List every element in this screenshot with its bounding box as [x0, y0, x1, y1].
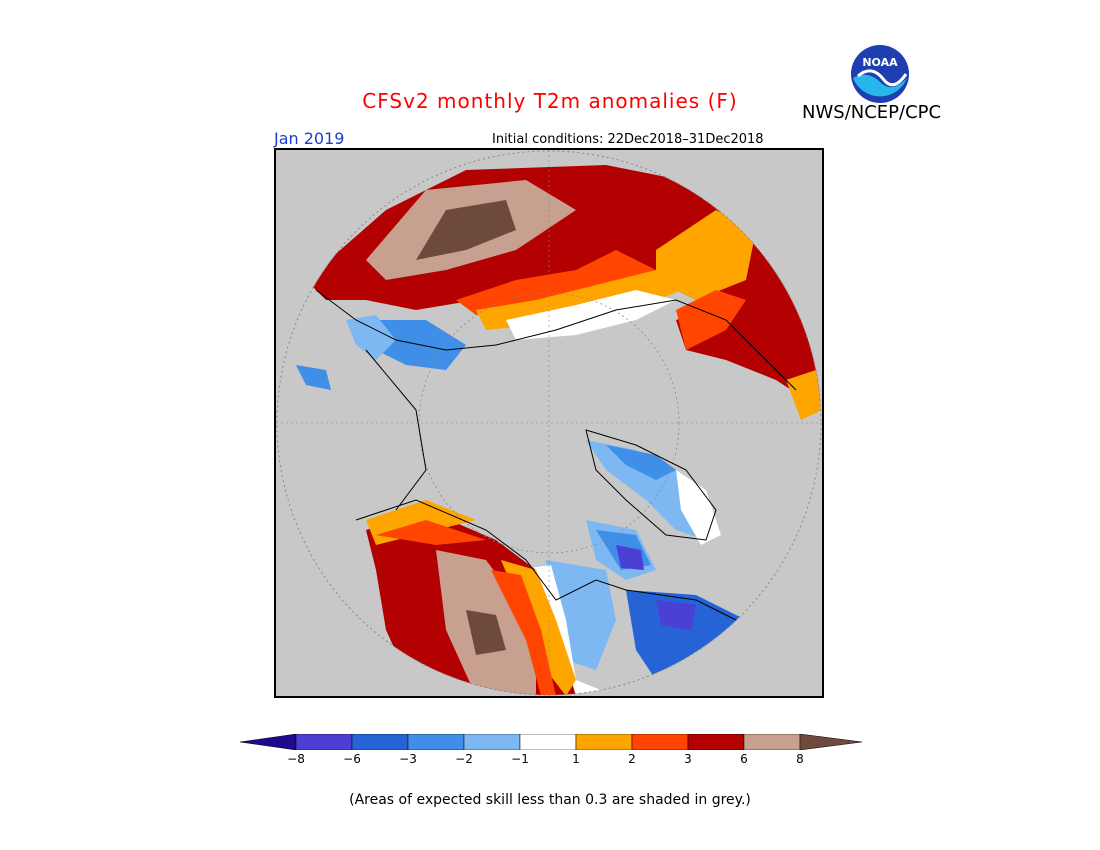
anomaly-warm-japan — [786, 370, 821, 420]
colorbar-left-arrow — [240, 734, 297, 750]
colorbar-segment — [575, 734, 633, 750]
colorbar-segment — [463, 734, 521, 750]
colorbar-segment — [351, 734, 409, 750]
colorbar-segment — [519, 734, 577, 750]
anomaly-warm-east-orange — [676, 290, 746, 350]
noaa-logo: NOAA — [848, 42, 912, 106]
colorbar-tick: −3 — [399, 752, 417, 766]
anomaly-warm-eurasia-orange — [656, 210, 756, 300]
map-frame — [274, 148, 824, 698]
colorbar-tick: −6 — [343, 752, 361, 766]
anomaly-warm-alaska-brown — [466, 610, 506, 655]
colorbar-segment — [295, 734, 353, 750]
colorbar-tick: −8 — [287, 752, 305, 766]
colorbar-segment — [687, 734, 745, 750]
colorbar-tick: 3 — [684, 752, 692, 766]
colorbar-segment — [743, 734, 801, 750]
colorbar-segment — [407, 734, 465, 750]
skill-note: (Areas of expected skill less than 0.3 a… — [349, 792, 751, 808]
colorbar-tick: −1 — [511, 752, 529, 766]
coastline — [585, 429, 717, 541]
colorbar-segment — [631, 734, 689, 750]
anomaly-cool-iceland — [296, 365, 331, 390]
anomaly-neutral-siberia — [506, 290, 676, 340]
coastline — [365, 349, 427, 511]
colorbar-tick: 8 — [796, 752, 804, 766]
latitude-circle-60 — [418, 292, 680, 554]
agency-label: NWS/NCEP/CPC — [802, 102, 942, 123]
forecast-period: Jan 2019 — [274, 129, 345, 148]
anomaly-warm-eurasia-red — [456, 250, 656, 315]
anomaly-warm-alaska-red — [376, 520, 486, 545]
color-bar — [240, 734, 862, 750]
anomaly-cold-scandinavia — [366, 320, 466, 370]
colorbar-right-arrow — [799, 734, 862, 750]
anomaly-cold-greenland — [606, 445, 676, 480]
chart-title: CFSv2 monthly T2m anomalies (F) — [362, 89, 738, 113]
anomaly-verycold-hudson — [656, 600, 696, 630]
anomaly-cool-greenland — [586, 440, 706, 540]
colorbar-tick: 1 — [572, 752, 580, 766]
polar-map — [276, 150, 822, 696]
colorbar-tick: 2 — [628, 752, 636, 766]
noaa-logo-text: NOAA — [862, 56, 898, 69]
colorbar-tick: −2 — [455, 752, 473, 766]
anomaly-neutral-greenland — [676, 470, 721, 545]
anomaly-warm-eurasia-brown — [416, 200, 516, 260]
anomaly-verycold-baffin — [616, 545, 644, 570]
anomaly-warm-coast-red — [491, 570, 556, 695]
coastline — [315, 289, 797, 391]
initial-conditions: Initial conditions: 22Dec2018–31Dec2018 — [492, 132, 764, 147]
anomaly-cold-hudson — [626, 590, 746, 680]
anomaly-cool-scandinavia — [346, 315, 396, 360]
colorbar-tick: 6 — [740, 752, 748, 766]
coastline — [355, 499, 737, 621]
